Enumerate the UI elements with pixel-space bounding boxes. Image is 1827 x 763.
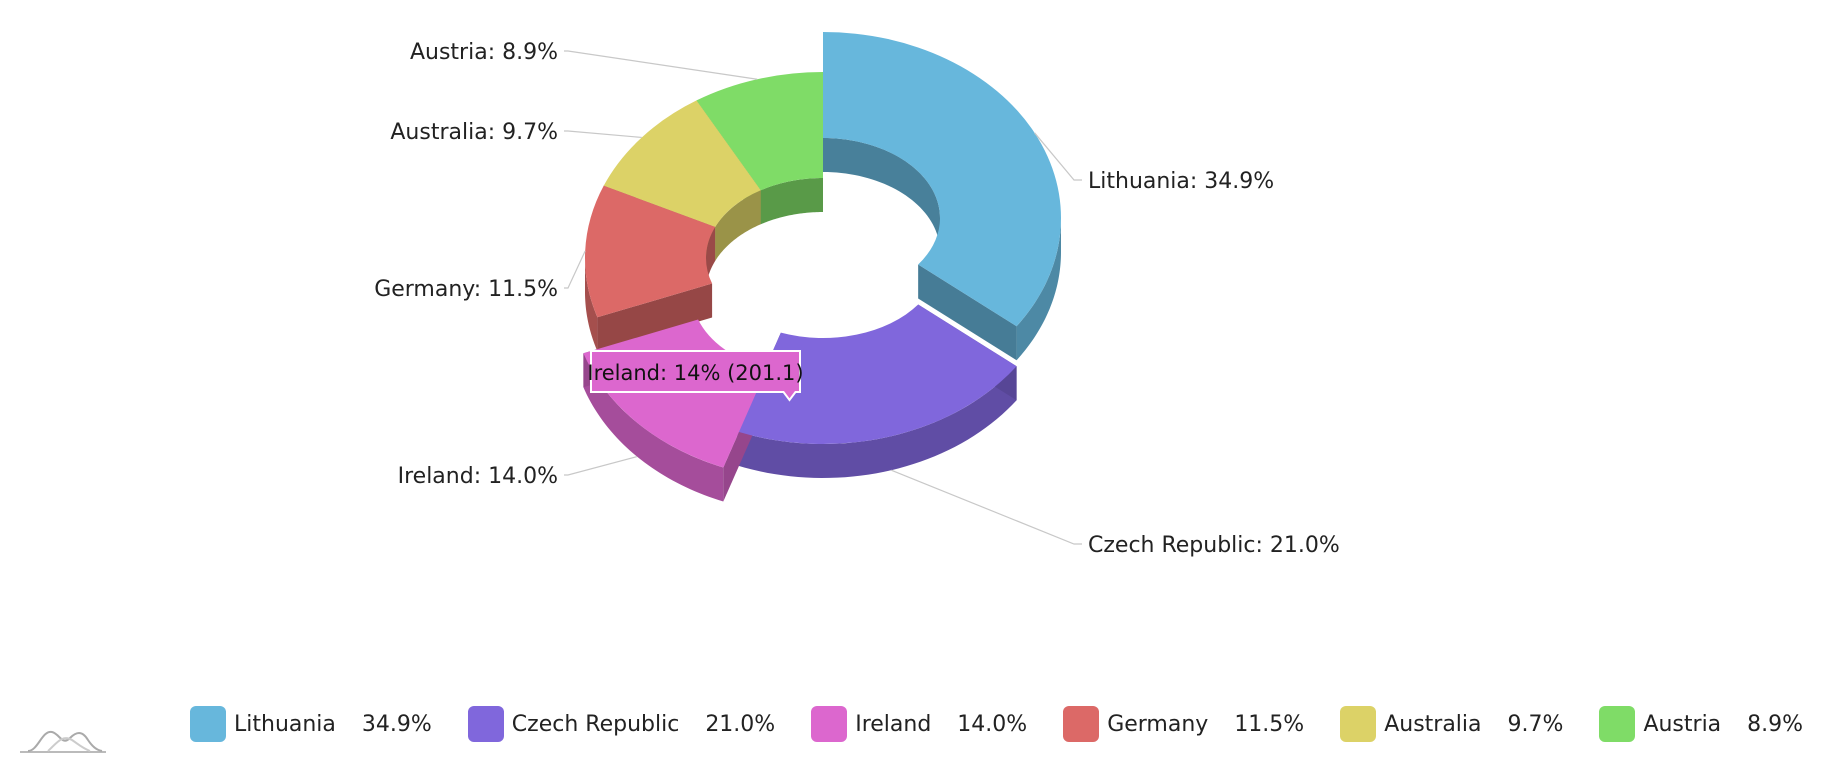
slice-side-czech-republic [737,366,1017,478]
legend-swatch-austria [1599,706,1636,742]
slice-label-czech-republic: Czech Republic: 21.0% [1088,533,1340,558]
legend-value-austria: 8.9% [1747,711,1804,737]
slice-side-ireland [583,353,724,502]
slice-label-germany: Germany: 11.5% [374,277,558,302]
tooltip-text: Ireland: 14% (201.1) [587,361,803,385]
legend-item-australia[interactable]: Australia 9.7% [1340,706,1563,742]
chart-logo-icon [20,730,106,753]
legend-swatch-australia [1340,706,1377,742]
slice-side-germany [585,258,598,352]
label-line-ireland [564,456,638,476]
legend-value-australia: 9.7% [1507,711,1564,737]
legend-value-germany: 11.5% [1234,711,1305,737]
legend-swatch-germany [1063,706,1100,742]
slice-czech-republic[interactable] [737,304,1017,444]
legend: Lithuania 34.9% Czech Republic 21.0% Ireland… [190,700,1827,748]
legend-name-austria: Austria [1643,711,1722,737]
label-line-australia [564,130,642,139]
legend-item-lithuania[interactable]: Lithuania 34.9% [190,706,432,742]
legend-item-ireland[interactable]: Ireland 14.0% [811,706,1027,742]
tooltip: Ireland: 14% (201.1) [587,350,804,402]
slice-inner-wall-australia-0 [715,190,761,261]
slice-side-lithuania [1016,218,1061,361]
legend-name-australia: Australia [1384,711,1482,737]
legend-item-austria[interactable]: Austria 8.9% [1599,706,1803,742]
slice-australia[interactable] [603,100,761,227]
legend-name-ireland: Ireland [855,711,932,737]
slice-germany[interactable] [584,185,716,318]
legend-name-germany: Germany [1107,711,1209,737]
slice-inner-wall-lithuania-1 [823,138,940,252]
slice-label-australia: Australia: 9.7% [390,120,558,145]
donut-chart: Lithuania: 34.9% Czech Republic: 21.0% Ire… [374,32,1340,558]
legend-swatch-lithuania [190,706,226,742]
slice-label-layer: Lithuania: 34.9% Czech Republic: 21.0% Ire… [374,40,1340,558]
slice-austria[interactable] [696,72,823,191]
label-line-lithuania [1034,132,1082,181]
slice-label-lithuania: Lithuania: 34.9% [1088,169,1274,194]
legend-swatch-czech-republic [467,706,504,742]
legend-value-czech-republic: 21.0% [705,711,776,737]
label-line-czech-republic [891,469,1082,545]
slice-lithuania[interactable] [823,32,1061,327]
legend-swatch-ireland [811,706,848,742]
legend-value-lithuania: 34.9% [361,711,432,737]
tooltip-box [590,350,801,402]
legend-item-czech-republic[interactable]: Czech Republic 21.0% [467,706,776,742]
slice-label-austria: Austria: 8.9% [410,40,558,65]
label-line-germany [564,250,586,289]
slice-label-ireland: Ireland: 14.0% [398,464,558,489]
slice-edge-germany-0 [597,283,713,352]
slice-inner-wall-austria-0 [760,178,823,225]
legend-name-czech-republic: Czech Republic [511,711,680,737]
label-line-austria [564,50,758,80]
slice-edge-lithuania-1 [918,264,1017,361]
legend-name-lithuania: Lithuania [234,711,336,737]
legend-item-germany[interactable]: Germany 11.5% [1063,706,1304,742]
label-line-layer [564,50,1082,545]
legend-value-ireland: 14.0% [957,711,1028,737]
